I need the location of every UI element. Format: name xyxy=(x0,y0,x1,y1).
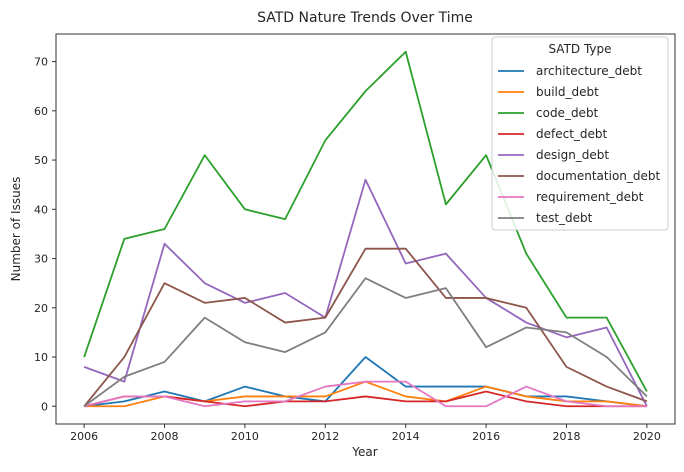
x-tick-label: 2010 xyxy=(231,430,259,443)
legend-label: test_debt xyxy=(536,211,593,225)
x-tick-label: 2014 xyxy=(392,430,420,443)
series-line-code-debt xyxy=(83,50,648,392)
x-tick-label: 2006 xyxy=(70,430,98,443)
series-line-test-debt xyxy=(83,277,648,407)
x-tick-label: 2020 xyxy=(633,430,661,443)
legend-label: design_debt xyxy=(536,148,609,162)
legend-items: architecture_debt build_debt code_debtdefe… xyxy=(498,64,661,225)
series-line-requirement-debt xyxy=(83,380,647,408)
series-line-defect-debt xyxy=(83,390,647,408)
series-lines xyxy=(83,50,648,408)
y-tick-label: 50 xyxy=(34,154,48,167)
y-tick-label: 10 xyxy=(34,351,48,364)
y-tick-label: 0 xyxy=(41,400,48,413)
y-tick-label: 20 xyxy=(34,302,48,315)
legend-box xyxy=(491,36,669,231)
series-line-documentation-debt xyxy=(83,247,648,407)
x-axis-label: Year xyxy=(351,445,377,459)
legend-label: defect_debt xyxy=(536,127,608,141)
legend-label: code_debt xyxy=(536,106,599,120)
series-line-design-debt xyxy=(83,178,648,407)
x-tick-label: 2018 xyxy=(552,430,580,443)
y-tick-label: 30 xyxy=(34,253,48,266)
x-axis-ticks: 2006 2008 2010 2012 2014 2016 2018 2020 xyxy=(70,424,661,443)
legend: SATD Type architecture_debt build_debtcod… xyxy=(491,36,669,231)
y-tick-label: 70 xyxy=(34,56,48,69)
chart-title: SATD Nature Trends Over Time xyxy=(257,10,473,26)
y-axis-label: Number of Issues xyxy=(9,177,23,282)
legend-label: build_debt xyxy=(536,85,599,99)
x-tick-label: 2012 xyxy=(311,430,339,443)
y-axis-ticks: 0 10 20 30 40 50 60 70 xyxy=(34,56,56,413)
legend-title: SATD Type xyxy=(548,42,611,56)
legend-label: architecture_debt xyxy=(536,64,642,78)
x-tick-label: 2008 xyxy=(151,430,179,443)
y-tick-label: 40 xyxy=(34,203,48,216)
legend-label: requirement_debt xyxy=(536,190,644,204)
legend-label: documentation_debt xyxy=(536,169,661,183)
x-tick-label: 2016 xyxy=(472,430,500,443)
y-tick-label: 60 xyxy=(34,105,48,118)
